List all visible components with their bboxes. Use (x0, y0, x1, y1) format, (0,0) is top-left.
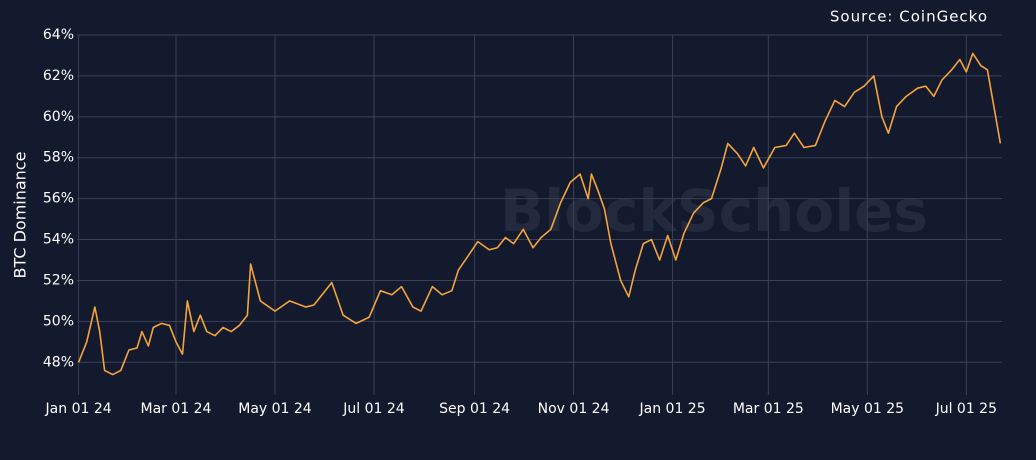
x-tick-label: Mar 01 24 (141, 401, 212, 417)
x-tick-label: Mar 01 25 (733, 401, 804, 417)
x-tick-label: Jul 01 24 (342, 401, 405, 417)
x-tick-label: Jul 01 25 (935, 401, 997, 417)
y-tick-label: 64% (43, 27, 74, 43)
x-tick-label: Sep 01 24 (439, 401, 510, 417)
y-tick-label: 48% (43, 354, 74, 370)
x-tick-label: May 01 25 (831, 401, 904, 417)
y-tick-label: 60% (43, 109, 74, 125)
watermark: BlockScholes (500, 177, 928, 245)
x-tick-label: Jan 01 24 (45, 401, 112, 417)
line-series (77, 52, 1002, 376)
y-tick-label: 58% (43, 150, 74, 166)
y-axis-title: BTC Dominance (11, 152, 30, 279)
x-tick-label: Jan 01 25 (639, 401, 706, 417)
source: Source: CoinGecko (830, 8, 988, 26)
y-tick-label: 54% (43, 232, 74, 248)
y-tick-label: 52% (43, 272, 74, 288)
x-tick-label: Nov 01 24 (538, 401, 610, 417)
x-tick-label: May 01 24 (238, 401, 312, 417)
y-tick-label: 62% (43, 68, 74, 84)
y-tick-label: 50% (43, 313, 74, 329)
y-tick-label: 56% (43, 191, 74, 207)
